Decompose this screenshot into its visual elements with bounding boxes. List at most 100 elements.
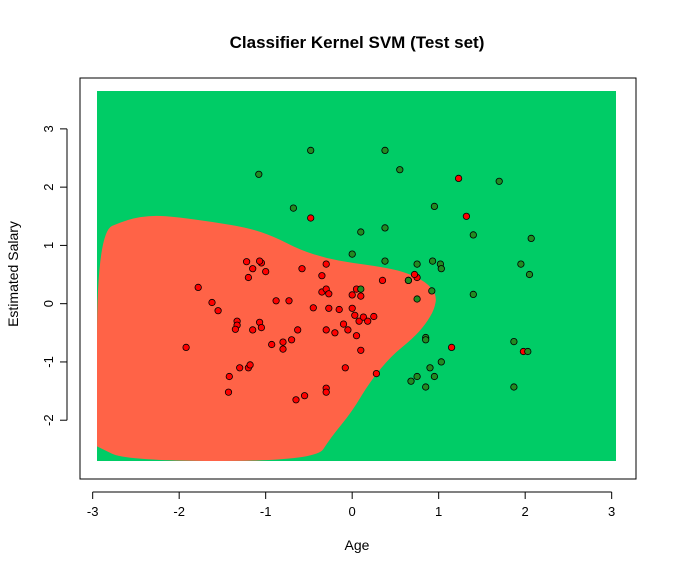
data-point-class-1 [426, 364, 434, 372]
y-axis: -2 -1 0 1 2 3 [41, 125, 68, 426]
data-point-class-1 [430, 202, 438, 210]
data-point-class-1 [357, 285, 365, 293]
data-point-class-0 [294, 326, 302, 334]
data-point-class-1 [381, 224, 389, 232]
x-axis: -3 -2 -1 0 1 2 3 [87, 491, 615, 519]
data-point-class-0 [357, 292, 365, 300]
data-point-class-0 [300, 392, 309, 400]
x-tick-label: -1 [260, 504, 272, 519]
data-point-class-0 [447, 343, 456, 351]
data-point-class-1 [413, 295, 421, 303]
data-point-class-0 [335, 305, 343, 314]
data-point-class-0 [249, 326, 257, 334]
data-point-class-1 [289, 204, 297, 212]
data-point-class-0 [279, 345, 287, 353]
data-point-class-1 [495, 177, 503, 185]
data-point-class-1 [527, 234, 535, 242]
data-point-class-0 [236, 364, 244, 372]
data-point-class-1 [524, 347, 532, 356]
data-point-class-0 [322, 388, 330, 396]
y-tick-label: 1 [41, 242, 56, 249]
data-point-class-0 [322, 326, 330, 334]
data-point-class-1 [307, 146, 315, 154]
data-point-class-0 [298, 265, 306, 273]
y-tick-label: 3 [41, 125, 56, 132]
data-point-class-1 [404, 276, 412, 284]
data-point-class-1 [413, 372, 421, 381]
data-point-class-0 [331, 329, 339, 337]
plot-border [79, 77, 637, 480]
data-point-class-1 [510, 337, 518, 346]
x-tick-label: 2 [522, 504, 529, 519]
data-point-class-1 [469, 231, 477, 239]
data-point-class-1 [407, 377, 415, 385]
data-point-class-0 [244, 273, 252, 282]
x-tick-label: 0 [349, 504, 356, 519]
data-point-class-0 [378, 276, 387, 284]
x-tick-label: 3 [608, 504, 615, 519]
chart-title: Classifier Kernel SVM (Test set) [230, 33, 485, 52]
data-point-class-0 [225, 372, 233, 381]
data-point-class-1 [525, 270, 534, 279]
data-point-class-1 [428, 257, 437, 265]
data-point-class-0 [339, 320, 348, 328]
data-point-class-0 [285, 297, 293, 305]
data-point-class-0 [410, 270, 419, 279]
y-axis-label: Estimated Salary [5, 221, 21, 327]
data-point-class-1 [510, 383, 518, 391]
data-point-class-1 [348, 250, 356, 258]
data-point-class-1 [396, 166, 404, 174]
data-point-class-1 [381, 257, 389, 265]
decision-region-class-0 [97, 215, 436, 461]
data-point-class-0 [307, 214, 315, 222]
y-tick-label: -2 [41, 414, 56, 426]
data-point-class-0 [309, 304, 317, 312]
data-point-class-0 [357, 346, 365, 354]
data-point-class-0 [351, 311, 359, 319]
x-tick-label: 1 [435, 504, 442, 519]
plot-area [97, 91, 616, 461]
data-point-class-0 [224, 388, 233, 396]
data-point-class-1 [437, 358, 445, 366]
data-point-class-0 [325, 304, 333, 312]
data-point-class-0 [268, 340, 276, 349]
data-point-class-0 [279, 338, 287, 346]
data-point-class-0 [370, 312, 378, 321]
x-tick-label: -2 [173, 504, 185, 519]
data-point-class-1 [428, 287, 436, 295]
data-point-class-0 [246, 361, 254, 369]
data-point-class-1 [357, 228, 365, 236]
data-point-class-0 [454, 174, 463, 182]
data-point-class-1 [255, 170, 263, 178]
data-point-class-1 [422, 336, 430, 344]
data-point-class-0 [348, 291, 356, 299]
x-tick-label: -3 [87, 504, 99, 519]
data-point-class-0 [359, 313, 367, 321]
data-point-class-0 [352, 332, 361, 340]
data-point-class-0 [257, 323, 265, 332]
data-point-class-1 [381, 146, 389, 154]
data-point-class-0 [341, 364, 349, 372]
data-point-class-0 [462, 212, 470, 220]
data-point-class-0 [287, 336, 296, 344]
data-point-class-0 [322, 260, 330, 268]
data-point-class-0 [208, 298, 216, 307]
data-point-class-0 [364, 317, 372, 325]
y-tick-label: -1 [41, 356, 56, 368]
data-point-class-0 [182, 343, 190, 351]
data-point-class-0 [249, 265, 257, 273]
data-point-class-0 [231, 325, 239, 333]
data-point-class-0 [318, 272, 326, 280]
data-point-class-1 [437, 265, 445, 273]
data-point-class-0 [325, 290, 333, 298]
data-point-class-0 [214, 307, 222, 315]
data-point-class-0 [292, 396, 300, 404]
data-point-class-0 [262, 267, 270, 276]
data-point-class-0 [355, 317, 363, 325]
data-point-class-1 [517, 260, 525, 268]
data-point-class-0 [372, 369, 380, 378]
scatter-points [182, 146, 535, 404]
data-point-class-0 [243, 258, 251, 266]
data-point-class-1 [413, 260, 421, 268]
